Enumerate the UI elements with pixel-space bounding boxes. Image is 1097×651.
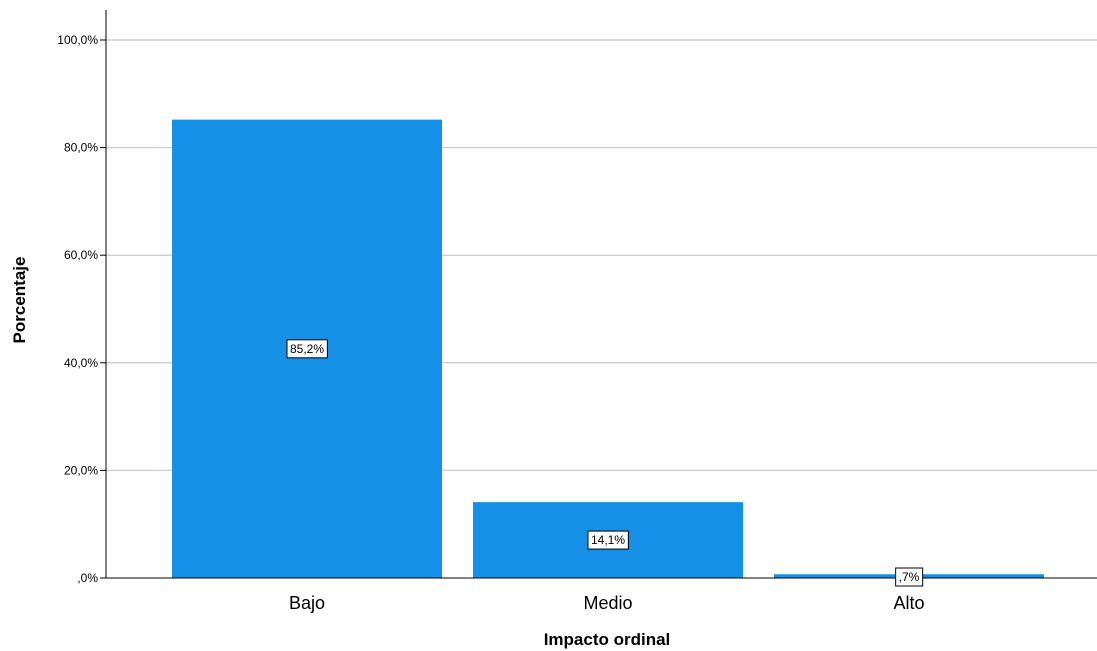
data-labels: 85,2% 14,1% ,7% bbox=[286, 339, 924, 587]
y-tick-label: 60,0% bbox=[64, 248, 98, 262]
y-tick-label: 100,0% bbox=[57, 33, 98, 47]
data-label-box bbox=[587, 530, 629, 550]
data-label: 14,1% bbox=[587, 530, 629, 550]
x-axis-title: Impacto ordinal bbox=[544, 630, 671, 649]
y-tick-label: 80,0% bbox=[64, 141, 98, 155]
x-tick-label: Alto bbox=[893, 593, 924, 613]
y-tick-label: 40,0% bbox=[64, 356, 98, 370]
x-tick-label: Medio bbox=[583, 593, 632, 613]
data-label-box bbox=[895, 567, 924, 587]
data-label-text: 14,1% bbox=[591, 533, 625, 547]
data-label-box bbox=[286, 339, 328, 359]
data-label-text: ,7% bbox=[899, 570, 920, 584]
axes: ,0% 20,0% 40,0% 60,0% 80,0% 100,0% Bajo Medio Al… bbox=[57, 10, 1097, 613]
x-tick-label: Bajo bbox=[289, 593, 325, 613]
data-label: ,7% bbox=[895, 567, 924, 587]
y-tick-label: ,0% bbox=[77, 571, 98, 585]
y-axis-title: Porcentaje bbox=[10, 257, 29, 344]
y-tick-label: 20,0% bbox=[64, 463, 98, 477]
data-label: 85,2% bbox=[286, 339, 328, 359]
data-label-text: 85,2% bbox=[290, 342, 324, 356]
